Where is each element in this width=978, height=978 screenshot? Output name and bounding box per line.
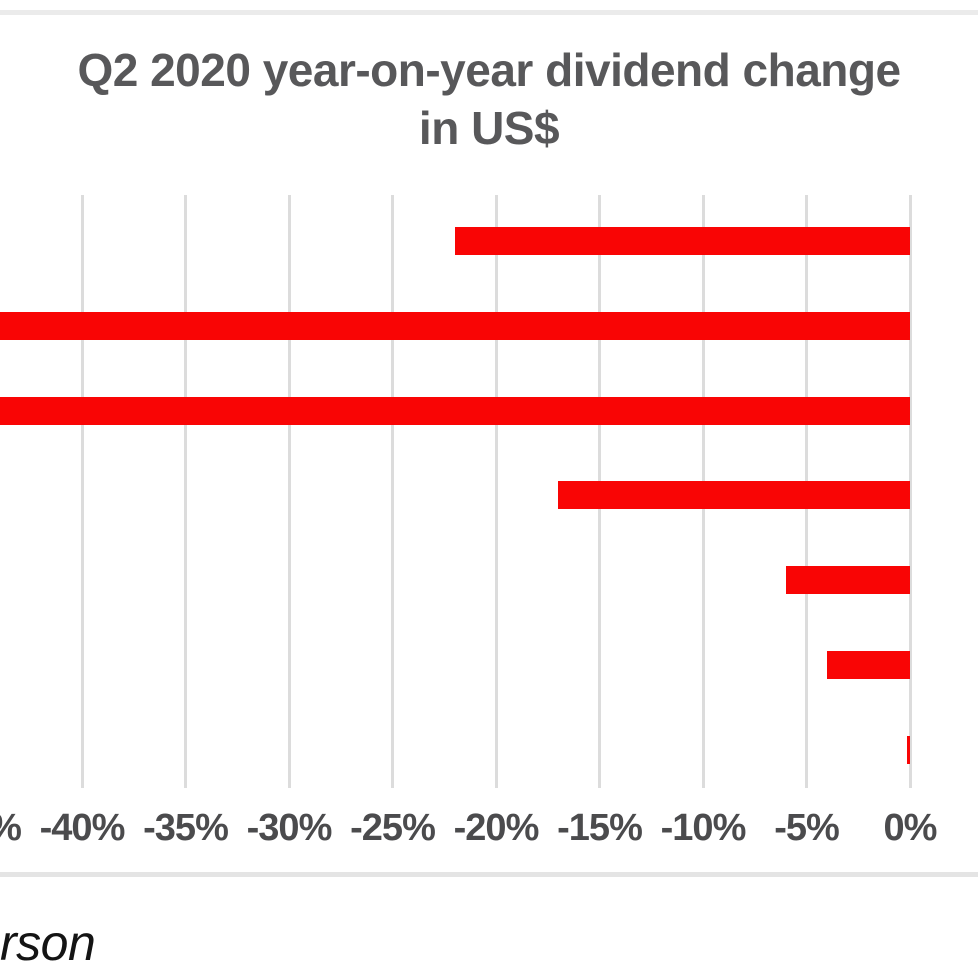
gridline xyxy=(80,195,84,788)
gridline xyxy=(391,195,394,788)
bar xyxy=(0,396,910,425)
x-tick-label: -20% xyxy=(453,807,540,849)
x-tick-label: -15% xyxy=(557,807,643,849)
gridline xyxy=(494,195,498,788)
bottom-divider-line xyxy=(0,872,978,877)
x-tick-label: -25% xyxy=(350,807,436,849)
chart-title-line2: in US$ xyxy=(418,101,560,154)
chart-title-line1: Q2 2020 year-on-year dividend change xyxy=(77,44,901,96)
chart-title: Q2 2020 year-on-year dividend change in … xyxy=(0,42,978,157)
x-tick-label: -35% xyxy=(143,807,229,849)
bar xyxy=(827,650,910,679)
bar xyxy=(454,227,910,256)
source-attribution-text: rson xyxy=(0,915,96,971)
x-tick-label: -5% xyxy=(774,807,840,849)
x-tick-label: -10% xyxy=(660,807,747,849)
bar xyxy=(0,312,910,341)
top-divider-line xyxy=(0,10,978,15)
gridline xyxy=(184,195,187,788)
bar xyxy=(785,566,910,595)
x-tick-label: -45% xyxy=(0,806,59,852)
bar xyxy=(558,481,910,510)
gridline xyxy=(287,195,291,788)
x-tick-label: -30% xyxy=(246,807,333,849)
gridline xyxy=(908,195,912,788)
bar xyxy=(906,735,910,764)
x-tick-label: -40% xyxy=(39,807,126,849)
x-tick-label: 0% xyxy=(883,807,938,849)
